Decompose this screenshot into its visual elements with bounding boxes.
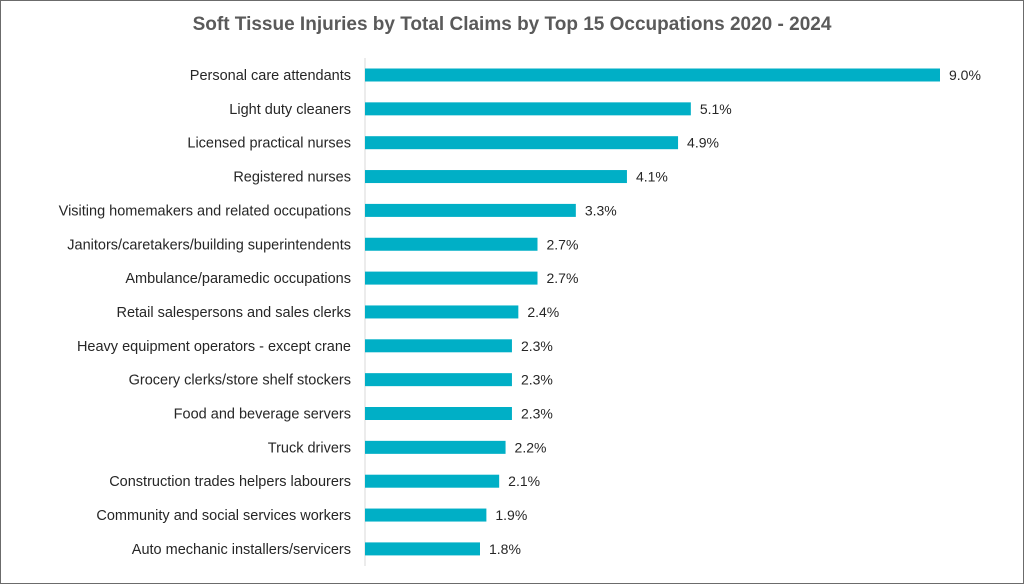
value-label: 4.1% <box>636 169 668 185</box>
bar <box>365 271 538 285</box>
category-label: Grocery clerks/store shelf stockers <box>129 373 351 389</box>
category-label: Truck drivers <box>268 440 351 456</box>
bar <box>365 305 519 319</box>
bar <box>365 440 506 454</box>
category-label: Auto mechanic installers/servicers <box>132 542 351 558</box>
bar <box>365 542 480 556</box>
value-label: 9.0% <box>949 67 981 83</box>
category-label: Construction trades helpers labourers <box>109 474 351 490</box>
bar <box>365 474 500 488</box>
bar <box>365 136 679 150</box>
value-label: 4.9% <box>687 135 719 151</box>
bar <box>365 170 627 184</box>
category-label: Retail salespersons and sales clerks <box>116 305 351 321</box>
bar <box>365 407 512 420</box>
category-label: Personal care attendants <box>190 68 351 84</box>
value-label: 2.4% <box>527 304 559 320</box>
category-label: Ambulance/paramedic occupations <box>125 271 351 287</box>
value-label: 5.1% <box>700 101 732 117</box>
bar <box>365 102 691 116</box>
bar-group: Personal care attendants 9.0% Light duty c… <box>59 67 981 558</box>
bar <box>365 68 940 82</box>
value-label: 2.3% <box>521 338 553 354</box>
bar <box>365 373 512 387</box>
category-label: Heavy equipment operators - except crane <box>77 339 351 355</box>
bar <box>365 203 576 217</box>
bar <box>365 508 487 522</box>
value-label: 2.7% <box>547 270 579 286</box>
value-label: 2.1% <box>508 473 540 489</box>
value-label: 1.9% <box>495 507 527 523</box>
value-label: 2.3% <box>521 406 553 422</box>
bar <box>365 339 512 353</box>
bar <box>365 237 538 251</box>
category-label: Registered nurses <box>233 170 351 186</box>
category-label: Light duty cleaners <box>229 102 351 118</box>
value-label: 1.8% <box>489 541 521 557</box>
category-label: Food and beverage servers <box>174 407 351 423</box>
category-label: Licensed practical nurses <box>187 136 351 152</box>
value-label: 2.7% <box>547 236 579 252</box>
value-label: 3.3% <box>585 202 617 218</box>
value-label: 2.2% <box>515 439 547 455</box>
category-label: Visiting homemakers and related occupati… <box>59 203 351 219</box>
value-label: 2.3% <box>521 372 553 388</box>
category-label: Community and social services workers <box>96 508 351 524</box>
chart-title: Soft Tissue Injuries by Total Claims by … <box>192 14 832 35</box>
category-label: Janitors/caretakers/building superintend… <box>67 237 351 253</box>
